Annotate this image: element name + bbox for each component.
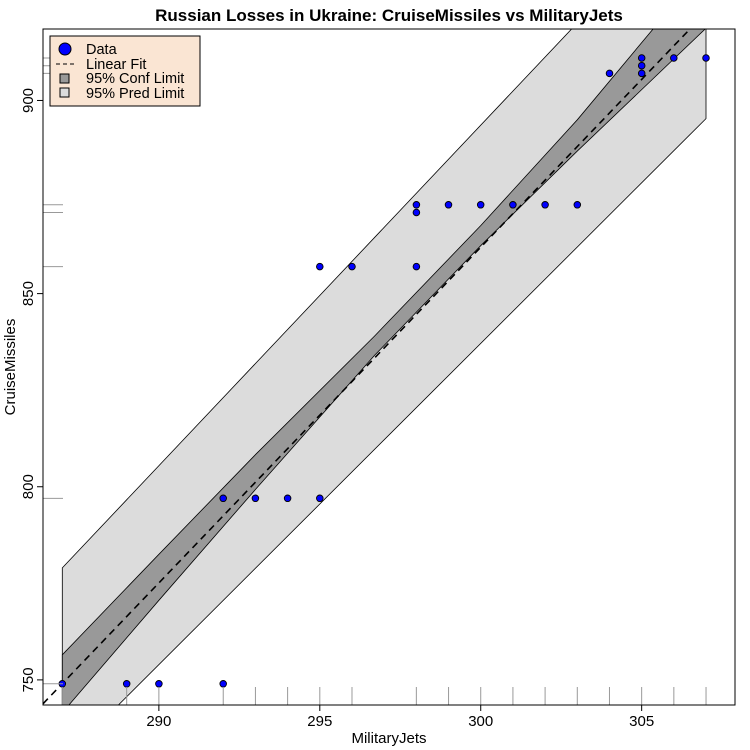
data-point: [412, 262, 421, 271]
legend-box: [49, 35, 201, 107]
data-point: [412, 201, 421, 209]
y-axis-label: CruiseMissiles: [2, 319, 19, 416]
y-tick-label: 800: [20, 474, 37, 499]
data-point: [476, 201, 485, 209]
x-axis-label: MilitaryJets: [351, 730, 426, 747]
y-tick-label: 850: [20, 281, 37, 306]
x-tick-label: 295: [307, 713, 332, 730]
fit-line: [43, 29, 692, 705]
data-point: [283, 494, 292, 503]
y-tick-label: 900: [20, 88, 37, 113]
legend-label-conf: 95% Conf Limit: [86, 71, 184, 87]
data-point: [541, 201, 549, 209]
data-point: [251, 494, 260, 503]
legend-label-data: Data: [86, 42, 118, 58]
data-point: [637, 69, 646, 78]
data-point: [412, 208, 421, 217]
data-point: [637, 61, 646, 70]
x-tick-label: 290: [146, 713, 171, 730]
data-point: [637, 54, 646, 62]
data-point: [670, 54, 678, 62]
chart-title: Russian Losses in Ukraine: CruiseMissile…: [155, 6, 623, 25]
data-point: [219, 494, 227, 503]
data-point: [605, 69, 614, 78]
x-tick-label: 300: [468, 713, 493, 730]
confidence-band: [61, 29, 706, 705]
data-point: [444, 201, 453, 209]
data-point: [316, 494, 324, 503]
legend-pred-swatch: [59, 87, 70, 98]
legend-conf-swatch: [59, 73, 70, 84]
data-point: [509, 201, 517, 209]
data-point: [348, 262, 356, 271]
y-tick-label: 750: [20, 667, 37, 692]
data-point: [219, 680, 227, 688]
data-point: [573, 201, 582, 209]
data-point: [155, 680, 163, 688]
axes: 290 295 300 305 750 800 850 900: [20, 88, 654, 730]
legend-data-marker: [58, 42, 72, 56]
data-point: [122, 680, 131, 688]
x-tick-label: 305: [629, 713, 654, 730]
legend-label-fit: Linear Fit: [86, 57, 146, 73]
legend: Data Linear Fit 95% Conf Limit 95% Pred …: [49, 35, 201, 107]
legend-label-pred: 95% Pred Limit: [86, 86, 184, 102]
data-point: [702, 54, 710, 62]
plot-frame: [42, 28, 736, 706]
plot-area: [43, 29, 710, 705]
data-point: [316, 262, 324, 271]
